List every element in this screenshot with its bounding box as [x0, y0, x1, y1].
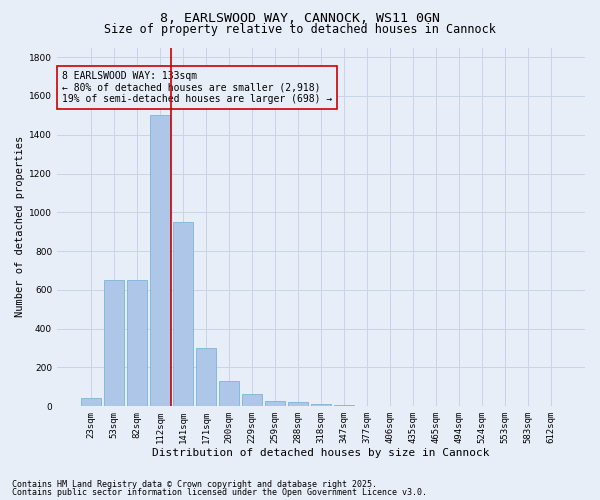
Text: 8, EARLSWOOD WAY, CANNOCK, WS11 0GN: 8, EARLSWOOD WAY, CANNOCK, WS11 0GN — [160, 12, 440, 26]
Bar — [127, 280, 146, 406]
Y-axis label: Number of detached properties: Number of detached properties — [15, 136, 25, 318]
Text: Contains HM Land Registry data © Crown copyright and database right 2025.: Contains HM Land Registry data © Crown c… — [12, 480, 377, 489]
Text: 8 EARLSWOOD WAY: 133sqm
← 80% of detached houses are smaller (2,918)
19% of semi: 8 EARLSWOOD WAY: 133sqm ← 80% of detache… — [62, 71, 332, 104]
Bar — [104, 280, 124, 406]
Bar — [196, 348, 215, 406]
Bar — [265, 402, 285, 406]
Bar — [219, 381, 239, 406]
Bar — [81, 398, 101, 406]
X-axis label: Distribution of detached houses by size in Cannock: Distribution of detached houses by size … — [152, 448, 490, 458]
Text: Size of property relative to detached houses in Cannock: Size of property relative to detached ho… — [104, 22, 496, 36]
Text: Contains public sector information licensed under the Open Government Licence v3: Contains public sector information licen… — [12, 488, 427, 497]
Bar — [288, 402, 308, 406]
Bar — [173, 222, 193, 406]
Bar — [311, 404, 331, 406]
Bar — [242, 394, 262, 406]
Bar — [150, 116, 170, 406]
